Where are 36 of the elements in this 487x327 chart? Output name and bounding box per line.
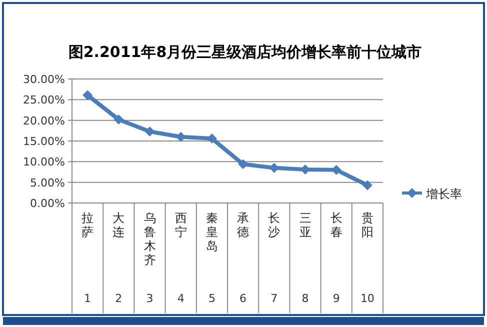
y-tick-label: 0.00%: [30, 197, 65, 210]
text: 7: [270, 292, 278, 305]
y-tick-label: 15.00%: [23, 135, 65, 148]
y-tick-label: 30.00%: [23, 73, 65, 86]
x-tick-label: 大连: [112, 211, 125, 239]
y-tick-label: 5.00%: [30, 176, 65, 190]
text: 4: [177, 292, 184, 305]
text: 1: [84, 292, 92, 305]
point: [300, 164, 310, 175]
x-tick-label: 承德: [237, 211, 250, 239]
point: [362, 180, 372, 190]
x-tick-label: 西宁: [174, 211, 187, 239]
x-tick-label: 拉萨: [82, 211, 94, 239]
x-tick-label: 长春: [330, 211, 342, 239]
x-tick-label: 秦皇岛: [206, 211, 218, 253]
y-tick-label: 25.00%: [23, 94, 65, 107]
text: 3: [146, 292, 154, 305]
text: 10: [360, 292, 374, 305]
text: 2: [115, 292, 122, 305]
point: [144, 126, 155, 136]
point: [114, 114, 124, 125]
text: 5: [208, 292, 216, 305]
text: 9: [332, 292, 340, 305]
legend-label: 增长率: [425, 187, 462, 201]
chart-title: 图2.2011年8月份三星级酒店均价增长率前十位城市: [68, 43, 422, 61]
point: [82, 90, 93, 100]
point: [176, 132, 186, 142]
y-tick-label: 10.00%: [23, 156, 65, 169]
x-tick-label: 三亚: [299, 211, 312, 239]
x-tick-label: 乌鲁木齐: [144, 211, 156, 267]
text: 8: [302, 292, 309, 305]
legend: 增长率: [402, 187, 462, 201]
text: 6: [240, 292, 247, 305]
x-tick-label: 长沙: [268, 211, 280, 239]
x-tick-label: 贵阳: [361, 211, 374, 239]
y-tick-label: 20.00%: [23, 114, 65, 128]
